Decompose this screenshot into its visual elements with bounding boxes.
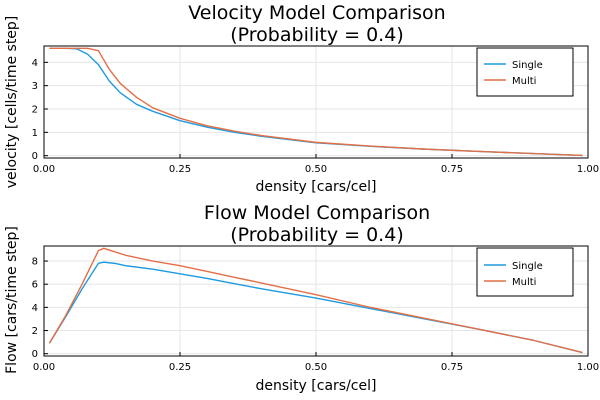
- velocity-x-tick-label: 0.00: [33, 164, 55, 175]
- flow-x-tick-label: 0.25: [169, 362, 191, 373]
- velocity-y-tick-label: 1: [32, 128, 38, 139]
- velocity-y-axis-label: velocity [cells/time step]: [4, 16, 20, 189]
- velocity-legend-single-label: Single: [512, 60, 543, 71]
- velocity-x-tick-label: 1.00: [577, 164, 599, 175]
- flow-x-axis-label: density [cars/cel]: [256, 378, 377, 394]
- velocity-y-tick-label: 2: [32, 105, 38, 116]
- velocity-series-multi-line: [49, 47, 583, 157]
- flow-legend-box: [476, 247, 574, 297]
- velocity-y-tick-label: 4: [32, 58, 38, 69]
- flow-y-tick-label: 2: [32, 326, 38, 337]
- flow-y-tick-label: 4: [32, 303, 38, 314]
- velocity-legend-box: [476, 47, 574, 97]
- flow-y-tick-label: 0: [32, 349, 38, 360]
- flow-plot-frame: [43, 245, 589, 357]
- velocity-plot-frame: [43, 45, 589, 159]
- flow-legend: Single Multi: [476, 247, 574, 297]
- flow-x-tick-label: 0.50: [305, 362, 327, 373]
- flow-chart-title-line1: Flow Model Comparison: [204, 202, 430, 224]
- flow-legend-single-label: Single: [512, 261, 543, 272]
- flow-y-axis-label: Flow [cars/time step]: [4, 226, 20, 374]
- velocity-x-tick-label: 0.75: [441, 164, 463, 175]
- flow-x-tick-label: 0.00: [33, 362, 55, 373]
- velocity-legend-multi-label: Multi: [512, 76, 536, 87]
- flow-legend-multi-label: Multi: [512, 277, 536, 288]
- flow-x-tick-label: 1.00: [577, 362, 599, 373]
- velocity-chart-title-line2: (Probability = 0.4): [230, 24, 403, 46]
- velocity-x-tick-label: 0.50: [305, 164, 327, 175]
- flow-series-multi-line: [48, 247, 583, 354]
- velocity-panel: Velocity Model Comparison (Probability =…: [4, 2, 599, 195]
- velocity-chart-title-line1: Velocity Model Comparison: [188, 2, 445, 24]
- flow-y-tick-label: 8: [32, 257, 38, 268]
- velocity-lines: [49, 47, 583, 157]
- velocity-legend: Single Multi: [476, 47, 574, 97]
- flow-lines: [48, 247, 583, 354]
- flow-y-tick-label: 6: [32, 280, 38, 291]
- velocity-x-tick-label: 0.25: [169, 164, 191, 175]
- flow-x-tick-label: 0.75: [441, 362, 463, 373]
- velocity-y-tick-label: 3: [32, 81, 38, 92]
- velocity-x-axis-label: density [cars/cel]: [256, 179, 377, 195]
- flow-panel: Flow Model Comparison (Probability = 0.4…: [4, 202, 599, 394]
- velocity-y-tick-label: 0: [32, 151, 38, 162]
- flow-chart-title-line2: (Probability = 0.4): [230, 224, 403, 246]
